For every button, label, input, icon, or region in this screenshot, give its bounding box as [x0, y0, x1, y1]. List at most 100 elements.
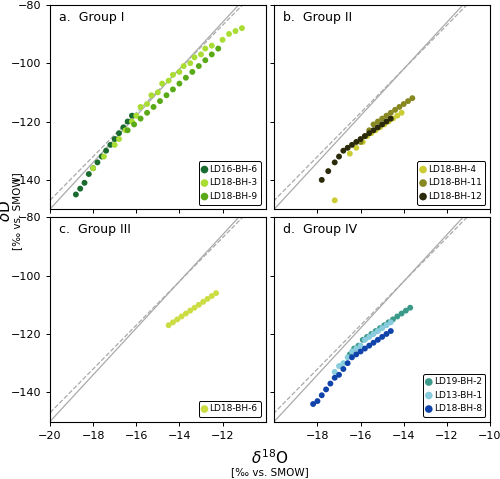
- LD18-BH-4: [352, 144, 360, 152]
- LD18-BH-6: [178, 313, 186, 320]
- LD18-BH-3: [208, 42, 216, 49]
- LD16-BH-6: [102, 147, 110, 155]
- LD18-BH-8: [382, 330, 390, 338]
- LD18-BH-12: [344, 144, 351, 152]
- LD18-BH-12: [370, 126, 378, 134]
- LD16-BH-6: [72, 191, 80, 198]
- LD18-BH-3: [176, 68, 184, 76]
- LD13-BH-1: [387, 319, 395, 326]
- LD18-BH-9: [188, 68, 196, 76]
- Text: a.  Group I: a. Group I: [58, 11, 124, 24]
- LD19-BH-2: [394, 313, 402, 320]
- LD18-BH-11: [400, 100, 407, 108]
- LD18-BH-4: [384, 118, 392, 125]
- LD18-BH-11: [387, 109, 395, 116]
- LD18-BH-11: [404, 97, 412, 105]
- LD18-BH-9: [195, 62, 203, 70]
- LD18-BH-11: [356, 138, 364, 146]
- LD19-BH-2: [350, 345, 358, 353]
- LD18-BH-8: [326, 380, 334, 388]
- LD18-BH-4: [376, 124, 384, 131]
- LD16-BH-6: [76, 185, 84, 193]
- LD18-BH-8: [374, 336, 382, 343]
- LD18-BH-11: [391, 106, 399, 114]
- LD19-BH-2: [346, 351, 354, 358]
- LD19-BH-2: [358, 336, 366, 343]
- LD18-BH-3: [169, 71, 177, 79]
- LD18-BH-11: [361, 132, 369, 140]
- LD13-BH-1: [348, 348, 356, 355]
- LD18-BH-6: [164, 321, 172, 329]
- LD13-BH-1: [378, 324, 386, 332]
- LD18-BH-6: [190, 304, 198, 311]
- LD18-BH-12: [352, 138, 360, 146]
- LD18-BH-3: [136, 103, 144, 111]
- LD18-BH-8: [387, 327, 395, 335]
- LD18-BH-9: [176, 80, 184, 87]
- LD16-BH-6: [106, 141, 114, 148]
- Text: [‰ vs. SMOW]: [‰ vs. SMOW]: [12, 172, 22, 250]
- LD13-BH-1: [374, 327, 382, 335]
- LD18-BH-3: [202, 45, 209, 52]
- LD18-BH-6: [195, 301, 203, 308]
- LD18-BH-3: [186, 59, 194, 67]
- LD18-BH-3: [218, 36, 226, 44]
- LD19-BH-2: [376, 324, 384, 332]
- LD18-BH-11: [396, 103, 404, 111]
- LD18-BH-8: [356, 348, 364, 355]
- LD16-BH-6: [80, 179, 88, 187]
- LD18-BH-3: [110, 141, 118, 148]
- LD18-BH-8: [344, 359, 351, 367]
- LD18-BH-9: [169, 86, 177, 93]
- LD18-BH-3: [115, 135, 123, 143]
- LD18-BH-12: [387, 115, 395, 123]
- LD18-BH-6: [174, 316, 182, 323]
- LD16-BH-6: [115, 129, 123, 137]
- LD18-BH-8: [365, 342, 373, 350]
- LD18-BH-3: [180, 62, 188, 70]
- LD18-BH-8: [361, 345, 369, 353]
- LD18-BH-3: [232, 27, 239, 35]
- LD18-BH-11: [408, 94, 416, 102]
- LD18-BH-12: [382, 118, 390, 125]
- LD18-BH-3: [132, 112, 140, 120]
- LD18-BH-4: [368, 129, 376, 137]
- LD18-BH-9: [143, 109, 151, 116]
- LD18-BH-8: [322, 386, 330, 393]
- LD19-BH-2: [372, 327, 380, 335]
- LD18-BH-8: [348, 354, 356, 361]
- Text: $\delta^{18}$O: $\delta^{18}$O: [251, 448, 289, 467]
- LD13-BH-1: [340, 359, 347, 367]
- LD18-BH-8: [378, 333, 386, 341]
- Legend: LD18-BH-4, LD18-BH-11, LD18-BH-12: LD18-BH-4, LD18-BH-11, LD18-BH-12: [417, 161, 486, 205]
- LD16-BH-6: [89, 164, 97, 172]
- LD18-BH-8: [335, 371, 343, 379]
- LD18-BH-8: [309, 400, 317, 408]
- LD18-BH-3: [154, 89, 162, 96]
- LD18-BH-12: [340, 147, 347, 155]
- LD18-BH-9: [130, 121, 138, 128]
- LD18-BH-6: [186, 307, 194, 314]
- LD18-BH-3: [89, 164, 97, 172]
- LD18-BH-12: [335, 153, 343, 160]
- LD18-BH-12: [348, 141, 356, 148]
- LD19-BH-2: [354, 342, 362, 350]
- LD18-BH-6: [208, 292, 216, 300]
- Legend: LD19-BH-2, LD13-BH-1, LD18-BH-8: LD19-BH-2, LD13-BH-1, LD18-BH-8: [423, 374, 486, 417]
- LD16-BH-6: [128, 112, 136, 120]
- LD16-BH-6: [94, 159, 102, 166]
- LD18-BH-4: [363, 132, 371, 140]
- LD18-BH-9: [136, 115, 144, 123]
- LD18-BH-9: [156, 97, 164, 105]
- LD13-BH-1: [382, 321, 390, 329]
- LD18-BH-4: [372, 126, 380, 134]
- LD18-BH-11: [378, 115, 386, 123]
- LD18-BH-4: [346, 150, 354, 158]
- LD18-BH-9: [202, 57, 209, 64]
- LD18-BH-3: [100, 153, 108, 160]
- LD18-BH-9: [150, 103, 158, 111]
- LD18-BH-3: [128, 118, 136, 125]
- LD18-BH-3: [148, 91, 156, 99]
- LD13-BH-1: [335, 362, 343, 370]
- LD13-BH-1: [365, 333, 373, 341]
